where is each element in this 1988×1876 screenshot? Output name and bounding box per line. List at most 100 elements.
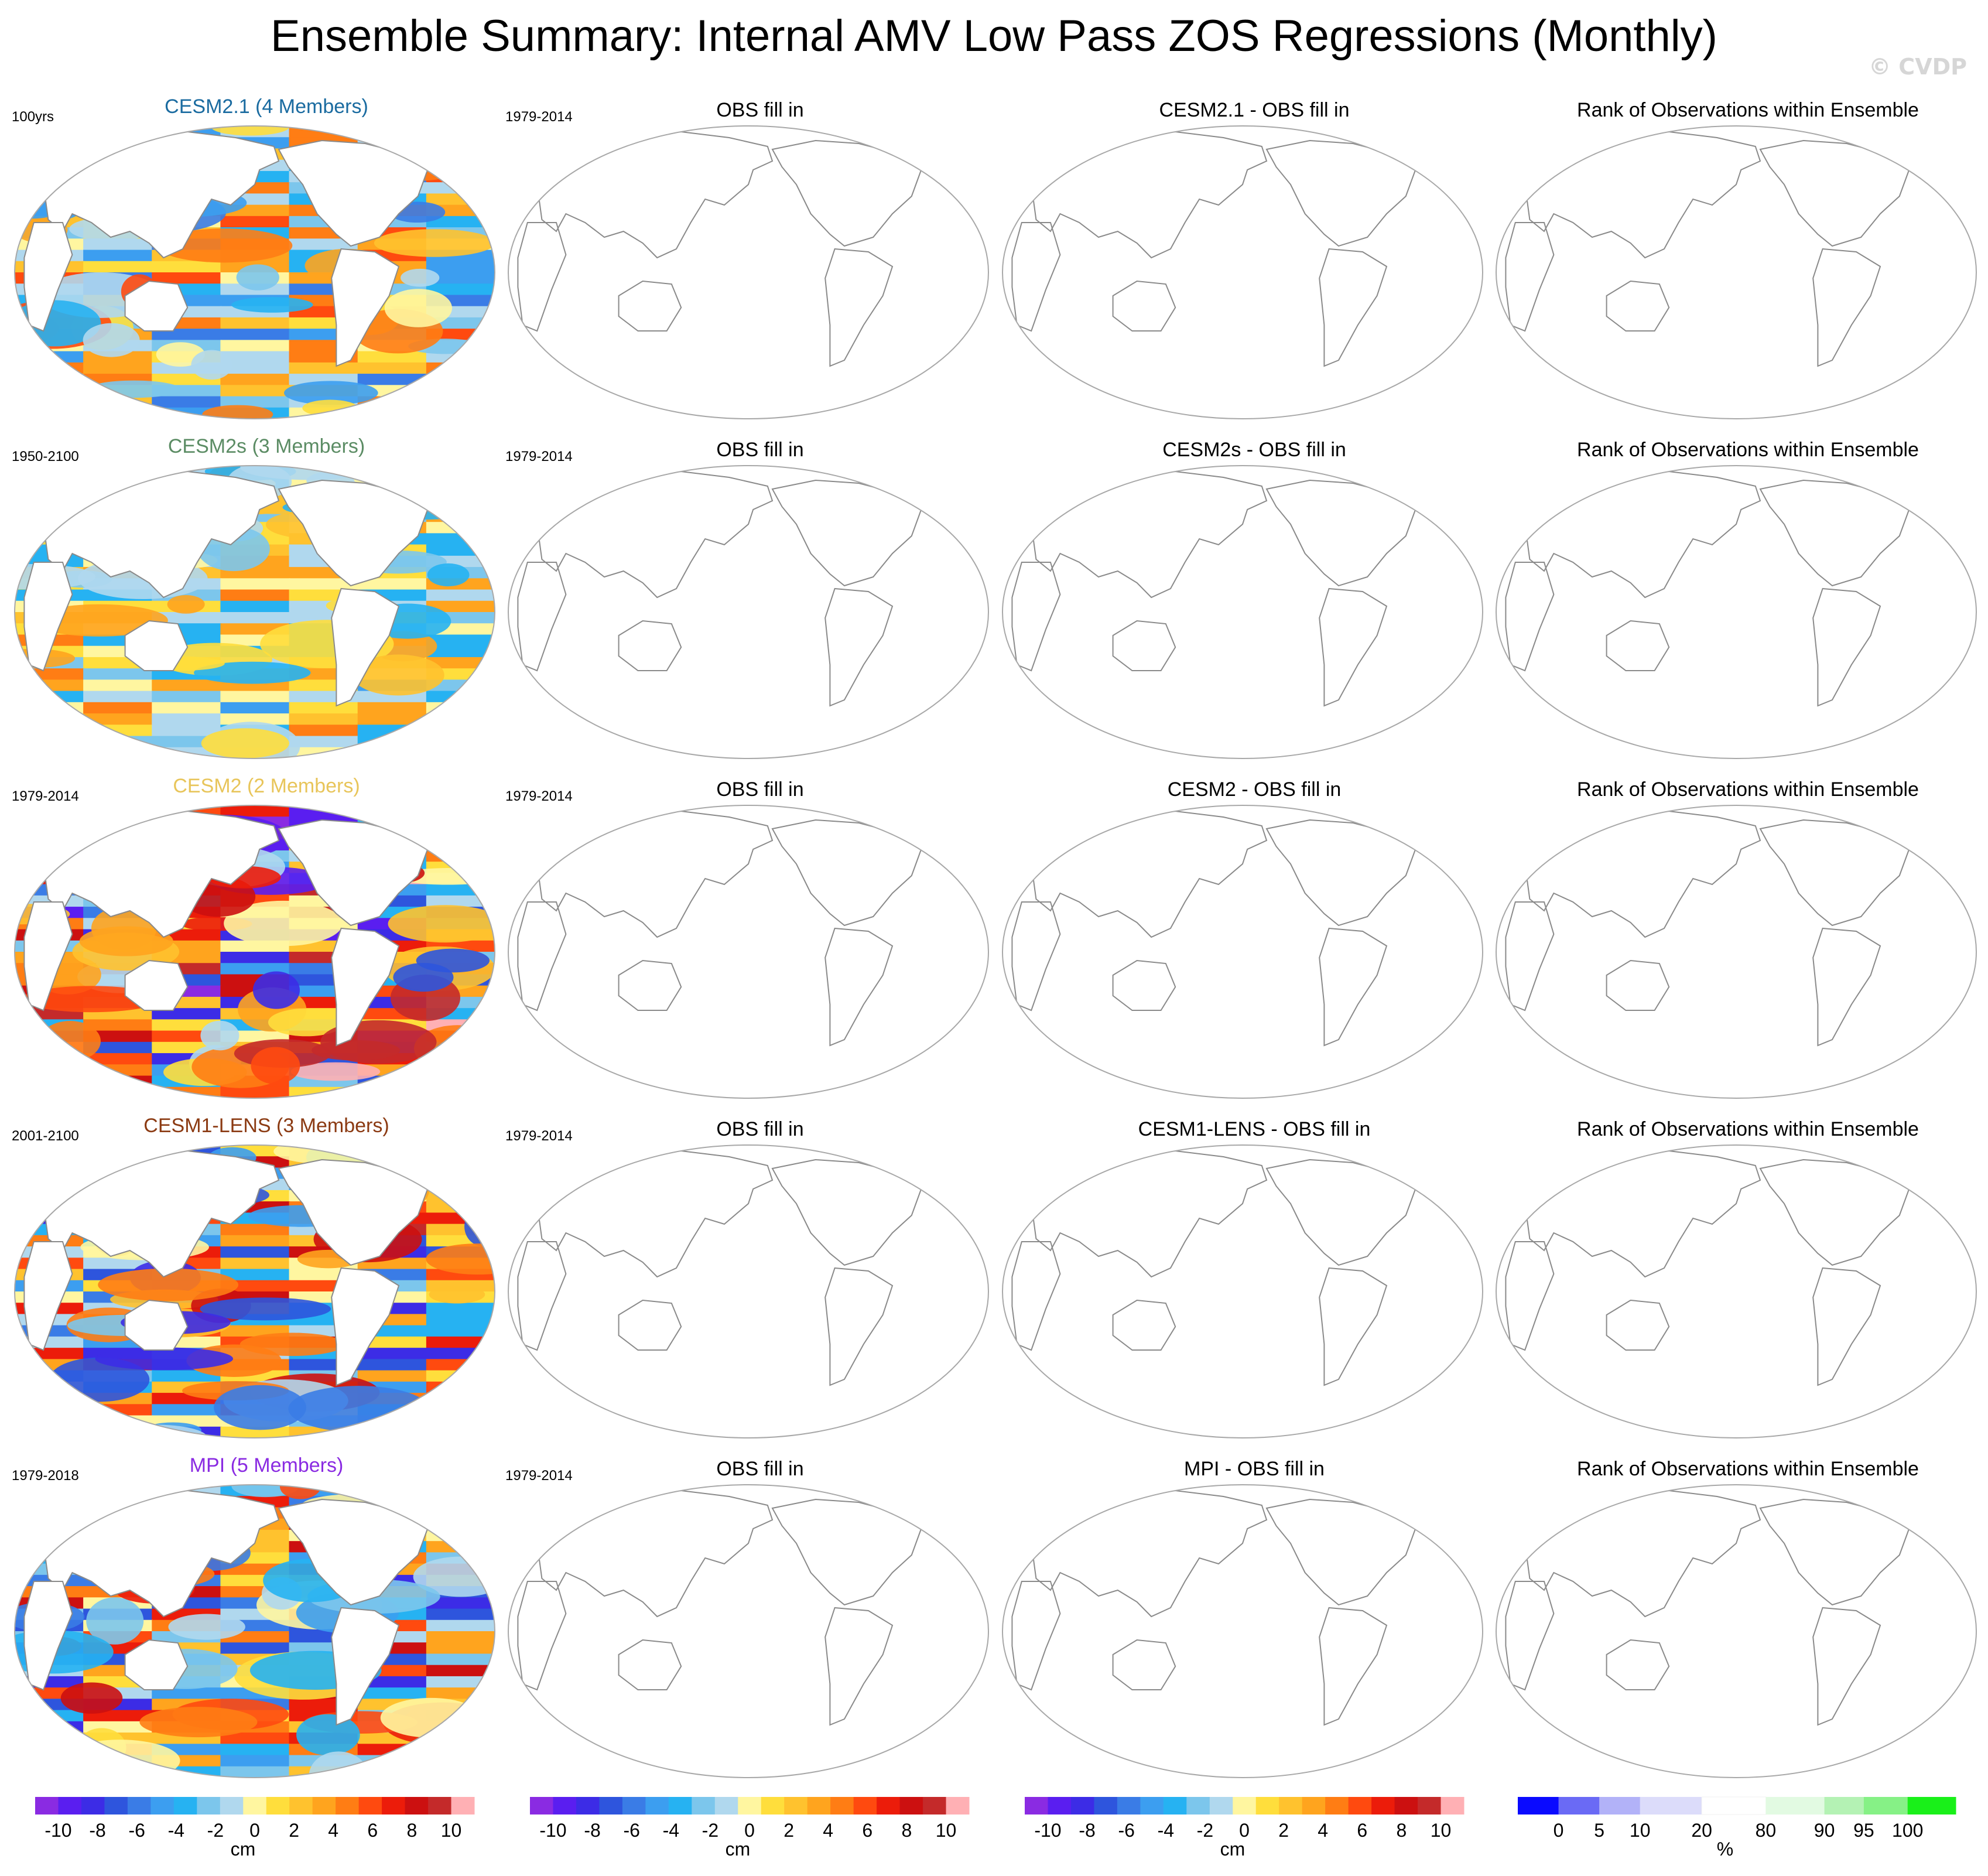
field-cell xyxy=(426,283,495,296)
coast-australia xyxy=(1606,1299,1670,1351)
coast-australia xyxy=(618,620,682,671)
colorbar-swatch xyxy=(1418,1797,1442,1815)
field-cell xyxy=(15,1755,85,1768)
field-cell xyxy=(83,1485,153,1498)
colorbar-swatch xyxy=(104,1797,128,1815)
coast-asia xyxy=(1524,470,1761,599)
coast-greenland xyxy=(1385,810,1446,839)
field-cell xyxy=(220,1235,290,1248)
coast-namerica xyxy=(1759,819,1910,927)
colorbar-swatch xyxy=(1640,1797,1702,1815)
field-cell xyxy=(152,396,222,409)
land-samerica xyxy=(331,927,400,1047)
land-australia xyxy=(124,280,189,332)
colorbar-swatch xyxy=(266,1797,290,1815)
map-panel: CESM1-LENS (3 Members) 2001-2100 xyxy=(12,1115,495,1438)
colorbar-swatch xyxy=(336,1797,360,1815)
field-cell xyxy=(426,1178,495,1191)
field-cell xyxy=(15,1485,85,1498)
colorbar-swatch xyxy=(382,1797,406,1815)
anomaly-blob xyxy=(202,405,273,419)
coast-africa xyxy=(517,562,567,672)
colorbar-main: -10 -8 -6 -4 -2 0 2 4 6 8 10 cm xyxy=(1025,1797,1465,1860)
anomaly-blob xyxy=(374,229,495,257)
coast-africa xyxy=(517,1581,567,1691)
field-cell xyxy=(426,1653,495,1666)
colorbar-rank: 0 5 10 20 80 90 95 100% xyxy=(1518,1796,1956,1860)
field-cell xyxy=(15,1178,85,1191)
coast-greenland xyxy=(891,1489,952,1518)
land-namerica xyxy=(278,1159,429,1266)
colorbar-tick-label: -6 xyxy=(1118,1820,1134,1841)
field-cell xyxy=(289,578,359,591)
field-cell xyxy=(152,725,222,737)
panel-period: 2001-2100 xyxy=(12,1128,79,1144)
anomaly-blob xyxy=(224,900,343,946)
colorbar-swatch xyxy=(1048,1797,1072,1815)
anomaly-blob xyxy=(15,702,79,724)
anomaly-blob xyxy=(251,1047,300,1085)
field-cell xyxy=(220,1269,290,1282)
field-cell xyxy=(83,126,153,139)
field-cell xyxy=(83,1766,153,1778)
field-cell xyxy=(426,1167,495,1180)
field-cell xyxy=(426,522,495,535)
land-greenland xyxy=(398,810,458,839)
field-cell xyxy=(426,1642,495,1655)
field-cell xyxy=(15,1426,85,1438)
field-cell xyxy=(220,691,290,703)
map-frame xyxy=(1496,465,1977,759)
coast-australia xyxy=(618,1639,682,1690)
field-cell xyxy=(152,702,222,715)
field-cell xyxy=(15,396,85,409)
colorbar-tick-label: -4 xyxy=(663,1820,679,1841)
panel-period: 1979-2014 xyxy=(12,788,79,804)
anomaly-blob xyxy=(60,1740,180,1778)
field-cell xyxy=(83,679,153,692)
colorbar-swatch xyxy=(289,1797,313,1815)
colorbar-swatch xyxy=(428,1797,452,1815)
colorbar-tick-label: 6 xyxy=(862,1820,872,1841)
coast-namerica xyxy=(771,1498,922,1606)
map-panel: OBS fill in 1979-2014 xyxy=(505,439,989,759)
field-cell xyxy=(15,159,85,172)
field-cell xyxy=(357,126,427,139)
field-cell xyxy=(15,385,85,398)
land-samerica xyxy=(331,248,400,367)
field-cell xyxy=(289,1086,359,1098)
field-cell xyxy=(426,1053,495,1066)
colorbar-swatch xyxy=(1907,1797,1956,1815)
field-cell xyxy=(15,1518,85,1531)
coastlines xyxy=(1011,1150,1446,1386)
field-cell xyxy=(426,1224,495,1236)
field-cell xyxy=(426,1145,495,1158)
coast-australia xyxy=(1606,620,1670,671)
anomaly-blob xyxy=(194,661,311,684)
coast-namerica xyxy=(1265,819,1416,927)
field-cell xyxy=(426,691,495,703)
field-cell xyxy=(83,362,153,375)
colorbar-swatch xyxy=(923,1797,947,1815)
field-cell xyxy=(83,1710,153,1723)
field-cell xyxy=(357,1348,427,1361)
map-panel: Rank of Observations within Ensemble xyxy=(1496,439,1977,759)
colorbar-swatch xyxy=(692,1797,716,1815)
coast-samerica xyxy=(1319,1267,1388,1386)
anomaly-blob xyxy=(429,1285,485,1304)
colorbar-tick-label: 95 xyxy=(1853,1820,1874,1841)
field-cell xyxy=(15,374,85,387)
field-cell xyxy=(426,1744,495,1757)
land-africa xyxy=(23,901,73,1012)
map-frame xyxy=(14,1484,495,1778)
colorbar-tick-label: 8 xyxy=(902,1820,912,1841)
field-cell xyxy=(15,725,85,737)
colorbar-swatch xyxy=(1325,1797,1349,1815)
anomaly-blob xyxy=(393,963,454,992)
coast-namerica xyxy=(1265,1159,1416,1266)
colorbar-tick-label: 4 xyxy=(328,1820,338,1841)
coast-namerica xyxy=(771,479,922,587)
field-cell xyxy=(426,1314,495,1327)
field-cell xyxy=(220,1733,290,1745)
field-cell xyxy=(83,1053,153,1066)
